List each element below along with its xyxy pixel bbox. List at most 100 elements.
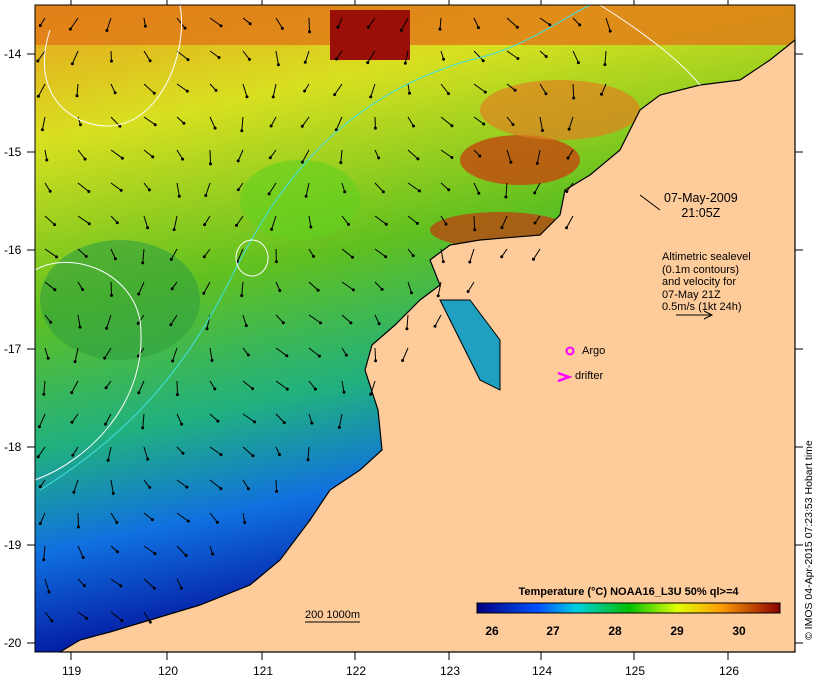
velocity-arrow-head [37, 425, 41, 429]
velocity-arrow-head [83, 157, 87, 161]
velocity-arrow-head [405, 327, 409, 331]
velocity-arrow-head [104, 386, 108, 390]
velocity-arrow [338, 413, 343, 428]
velocity-arrow-head [81, 556, 85, 559]
velocity-arrow [176, 17, 186, 29]
velocity-arrow-head [137, 354, 140, 358]
velocity-arrow-head [377, 156, 381, 160]
velocity-arrow-head [450, 156, 454, 159]
velocity-arrow-head [204, 194, 208, 197]
velocity-arrow [242, 479, 249, 489]
velocity-arrow [107, 446, 112, 461]
velocity-arrow [335, 116, 343, 131]
velocity-arrow-head [150, 518, 154, 522]
legend-line: 07-May 21Z [662, 288, 721, 301]
velocity-arrow-head [535, 161, 539, 165]
velocity-arrow [41, 116, 46, 130]
velocity-arrow [209, 446, 222, 456]
velocity-arrow [106, 17, 112, 31]
velocity-arrow-head [136, 321, 140, 325]
velocity-arrow-head [251, 387, 255, 391]
velocity-arrow [473, 182, 480, 194]
velocity-arrow-head [516, 57, 520, 60]
velocity-arrow-head [118, 124, 122, 128]
colorbar-title: Temperature (°C) NOAA16_L3U 50% ql>=4 [518, 586, 739, 598]
longitude-tick-label: 124 [532, 664, 553, 678]
velocity-arrow [304, 50, 310, 63]
velocity-arrow [44, 281, 56, 291]
velocity-arrow-head [183, 26, 187, 30]
velocity-arrow [572, 83, 575, 99]
velocity-arrow-head [416, 157, 420, 161]
velocity-arrow-head [316, 288, 320, 292]
velocity-arrow-head [319, 321, 322, 325]
velocity-arrow-head [417, 189, 421, 193]
velocity-arrow [106, 314, 112, 329]
velocity-arrow-head [72, 490, 76, 494]
velocity-arrow [269, 149, 277, 159]
velocity-arrow [77, 182, 90, 192]
velocity-arrow [77, 149, 86, 160]
velocity-arrows [36, 17, 612, 624]
velocity-arrow [536, 149, 541, 164]
velocity-arrow [143, 83, 155, 94]
velocity-arrow-head [603, 63, 607, 67]
velocity-arrow [110, 149, 123, 159]
velocity-arrow [77, 248, 87, 257]
velocity-arrow-head [181, 157, 185, 161]
date-label: 07-May-2009 21:05Z [664, 191, 738, 221]
velocity-arrow-head [600, 92, 603, 96]
velocity-arrow-head [185, 485, 189, 489]
velocity-arrow [308, 380, 316, 390]
velocity-arrow-head [179, 586, 183, 590]
velocity-arrow-head [511, 123, 515, 126]
velocity-arrow [374, 182, 384, 193]
velocity-arrow [44, 182, 51, 192]
velocity-arrow [241, 281, 244, 296]
velocity-arrow-head [169, 323, 173, 327]
velocity-arrow [469, 248, 475, 263]
velocity-arrow [407, 281, 412, 293]
velocity-arrow-head [172, 228, 176, 232]
velocity-arrow-head [578, 23, 582, 27]
velocity-arrow-head [500, 255, 504, 259]
velocity-arrow [473, 50, 484, 62]
velocity-arrow-head [381, 190, 385, 194]
king-sound [439, 299, 501, 391]
velocity-arrow [236, 248, 244, 262]
velocity-arrow-head [280, 26, 284, 30]
velocity-arrow [142, 248, 145, 263]
velocity-arrow [44, 578, 50, 593]
velocity-arrow [77, 611, 87, 619]
velocity-arrow-head [317, 354, 321, 358]
velocity-arrow [501, 248, 508, 257]
velocity-arrow-head [366, 61, 370, 65]
velocity-arrow-head [210, 358, 214, 362]
velocity-arrow [539, 17, 551, 26]
velocity-arrow-head [312, 254, 315, 258]
velocity-arrow-head [285, 387, 289, 391]
velocity-arrow [473, 116, 484, 125]
velocity-arrow [506, 83, 516, 91]
velocity-arrow-head [306, 458, 310, 462]
velocity-arrow [44, 314, 52, 323]
velocity-arrow [176, 380, 178, 395]
latitude-tick-label: -17 [4, 342, 22, 356]
velocity-arrow-head [374, 359, 378, 363]
velocity-arrow [505, 182, 508, 198]
velocity-arrow-head [45, 158, 49, 162]
velocity-arrow [237, 149, 244, 162]
velocity-arrow [440, 248, 444, 262]
scale-label: 200 1000m [305, 609, 361, 621]
velocity-arrow-head [532, 257, 535, 261]
latitude-tick-label: -19 [4, 538, 22, 552]
velocity-arrow [341, 314, 352, 324]
velocity-arrow-head [278, 453, 281, 457]
colorbar-tick: 27 [546, 624, 560, 638]
colorbar [476, 602, 781, 614]
velocity-arrow-head [84, 254, 88, 258]
velocity-arrow-head [410, 291, 413, 295]
velocity-arrow-head [438, 27, 442, 31]
velocity-arrow-head [572, 96, 576, 100]
velocity-arrow [170, 314, 178, 325]
